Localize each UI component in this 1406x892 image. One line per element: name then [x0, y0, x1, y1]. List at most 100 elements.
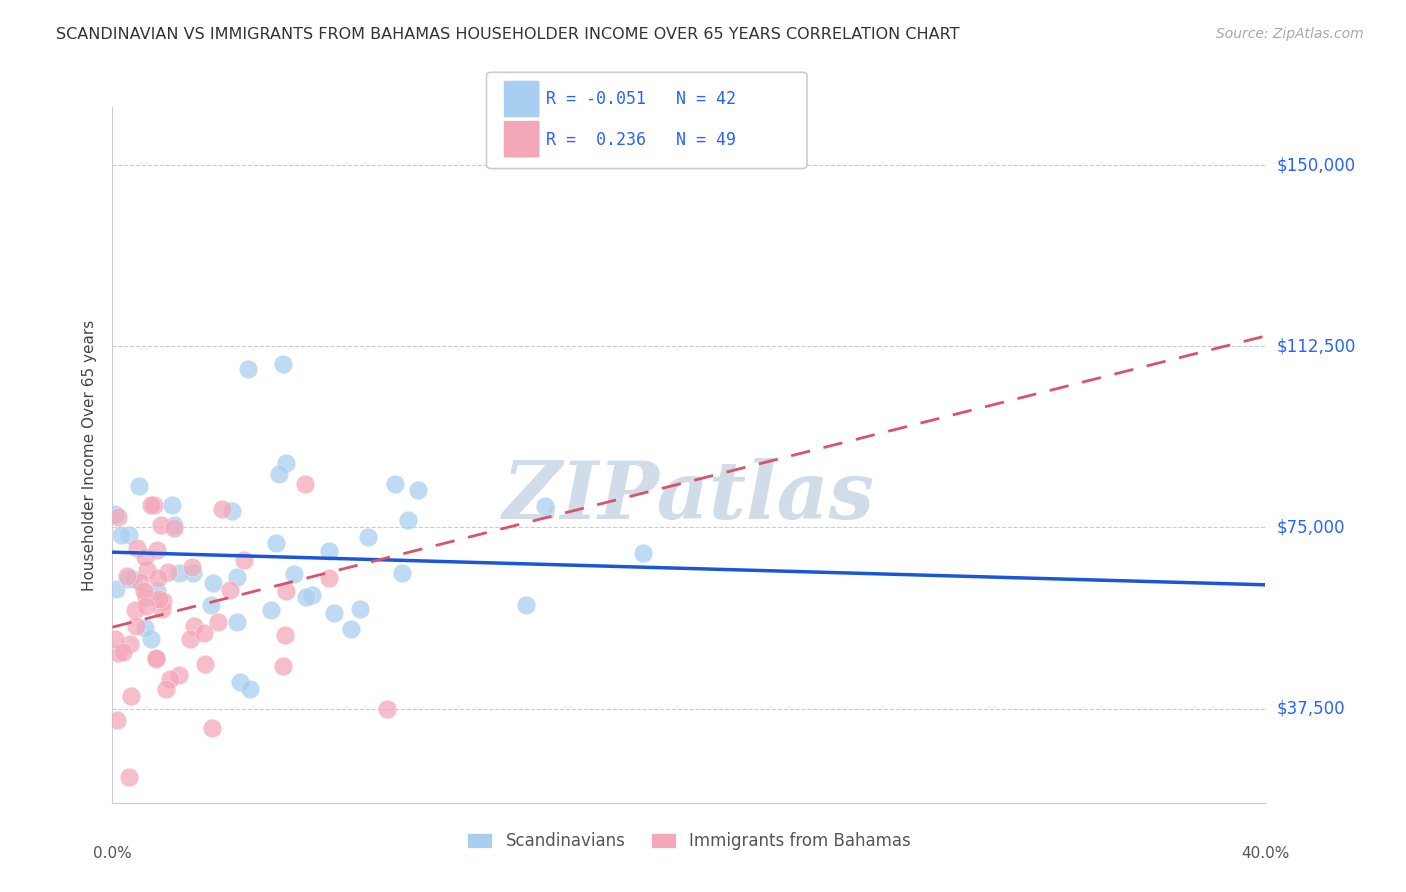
- Text: Source: ZipAtlas.com: Source: ZipAtlas.com: [1216, 27, 1364, 41]
- Point: [318, 571, 340, 585]
- Point: [145, 584, 167, 599]
- Point: [163, 517, 186, 532]
- Point: [533, 500, 555, 514]
- Point: [181, 560, 204, 574]
- Point: [322, 606, 344, 620]
- Point: [128, 575, 150, 590]
- Point: [118, 637, 141, 651]
- Point: [118, 528, 141, 542]
- Point: [145, 543, 167, 558]
- Point: [115, 568, 138, 582]
- Point: [124, 603, 146, 617]
- Text: $112,500: $112,500: [1277, 337, 1355, 355]
- Point: [136, 563, 159, 577]
- Point: [120, 689, 142, 703]
- Point: [274, 628, 297, 642]
- Point: [105, 582, 128, 596]
- Point: [396, 513, 419, 527]
- Point: [225, 570, 247, 584]
- Point: [183, 619, 205, 633]
- Y-axis label: Householder Income Over 65 years: Householder Income Over 65 years: [82, 319, 97, 591]
- Point: [179, 632, 201, 646]
- Point: [110, 528, 132, 542]
- Point: [384, 477, 406, 491]
- Point: [104, 508, 127, 522]
- Point: [145, 652, 167, 666]
- Point: [201, 721, 224, 735]
- Point: [163, 521, 186, 535]
- Point: [349, 602, 371, 616]
- Point: [274, 584, 297, 599]
- Point: [160, 498, 183, 512]
- Point: [221, 503, 243, 517]
- Point: [167, 566, 190, 580]
- Point: [194, 657, 217, 672]
- Point: [107, 646, 129, 660]
- Point: [143, 498, 166, 512]
- Point: [122, 572, 145, 586]
- Text: ZIPatlas: ZIPatlas: [503, 458, 875, 535]
- Point: [155, 682, 177, 697]
- Point: [111, 645, 134, 659]
- Point: [117, 572, 139, 586]
- Point: [152, 602, 174, 616]
- Text: R = -0.051   N = 42: R = -0.051 N = 42: [546, 90, 735, 108]
- Point: [295, 590, 318, 604]
- Point: [125, 619, 148, 633]
- Point: [159, 672, 181, 686]
- Point: [236, 361, 259, 376]
- Point: [515, 598, 537, 612]
- Point: [139, 498, 162, 512]
- Point: [377, 702, 399, 716]
- Point: [134, 549, 156, 564]
- Point: [193, 626, 215, 640]
- Point: [152, 594, 174, 608]
- Point: [271, 357, 294, 371]
- Point: [271, 659, 294, 673]
- Point: [226, 615, 249, 630]
- Point: [139, 632, 162, 647]
- Point: [181, 566, 204, 580]
- Point: [294, 476, 316, 491]
- Text: $150,000: $150,000: [1277, 156, 1355, 174]
- Point: [135, 599, 157, 613]
- Point: [301, 588, 323, 602]
- Point: [340, 622, 363, 636]
- Point: [239, 682, 262, 697]
- Point: [232, 552, 254, 566]
- Point: [125, 541, 148, 556]
- Text: $37,500: $37,500: [1277, 699, 1346, 717]
- Point: [105, 714, 128, 728]
- Point: [406, 483, 429, 497]
- Point: [266, 535, 288, 549]
- Point: [202, 576, 225, 591]
- Point: [132, 584, 155, 599]
- Point: [631, 546, 654, 560]
- Point: [207, 615, 229, 630]
- Legend: Scandinavians, Immigrants from Bahamas: Scandinavians, Immigrants from Bahamas: [461, 826, 917, 857]
- Point: [167, 668, 190, 682]
- Point: [104, 632, 127, 646]
- Point: [150, 518, 173, 533]
- Text: $75,000: $75,000: [1277, 518, 1346, 536]
- Point: [391, 566, 413, 580]
- Point: [318, 544, 340, 558]
- Point: [276, 457, 298, 471]
- Point: [157, 566, 180, 580]
- Point: [145, 650, 167, 665]
- Point: [267, 467, 290, 481]
- Point: [146, 571, 169, 585]
- Point: [229, 674, 252, 689]
- Text: 40.0%: 40.0%: [1241, 847, 1289, 862]
- Text: SCANDINAVIAN VS IMMIGRANTS FROM BAHAMAS HOUSEHOLDER INCOME OVER 65 YEARS CORRELA: SCANDINAVIAN VS IMMIGRANTS FROM BAHAMAS …: [56, 27, 960, 42]
- Text: R =  0.236   N = 49: R = 0.236 N = 49: [546, 131, 735, 149]
- Point: [283, 566, 305, 581]
- Point: [148, 592, 170, 607]
- Point: [135, 590, 157, 604]
- Point: [134, 621, 156, 635]
- Text: 0.0%: 0.0%: [93, 847, 132, 862]
- Point: [107, 509, 129, 524]
- Point: [211, 502, 233, 516]
- Point: [356, 530, 378, 544]
- Point: [260, 602, 283, 616]
